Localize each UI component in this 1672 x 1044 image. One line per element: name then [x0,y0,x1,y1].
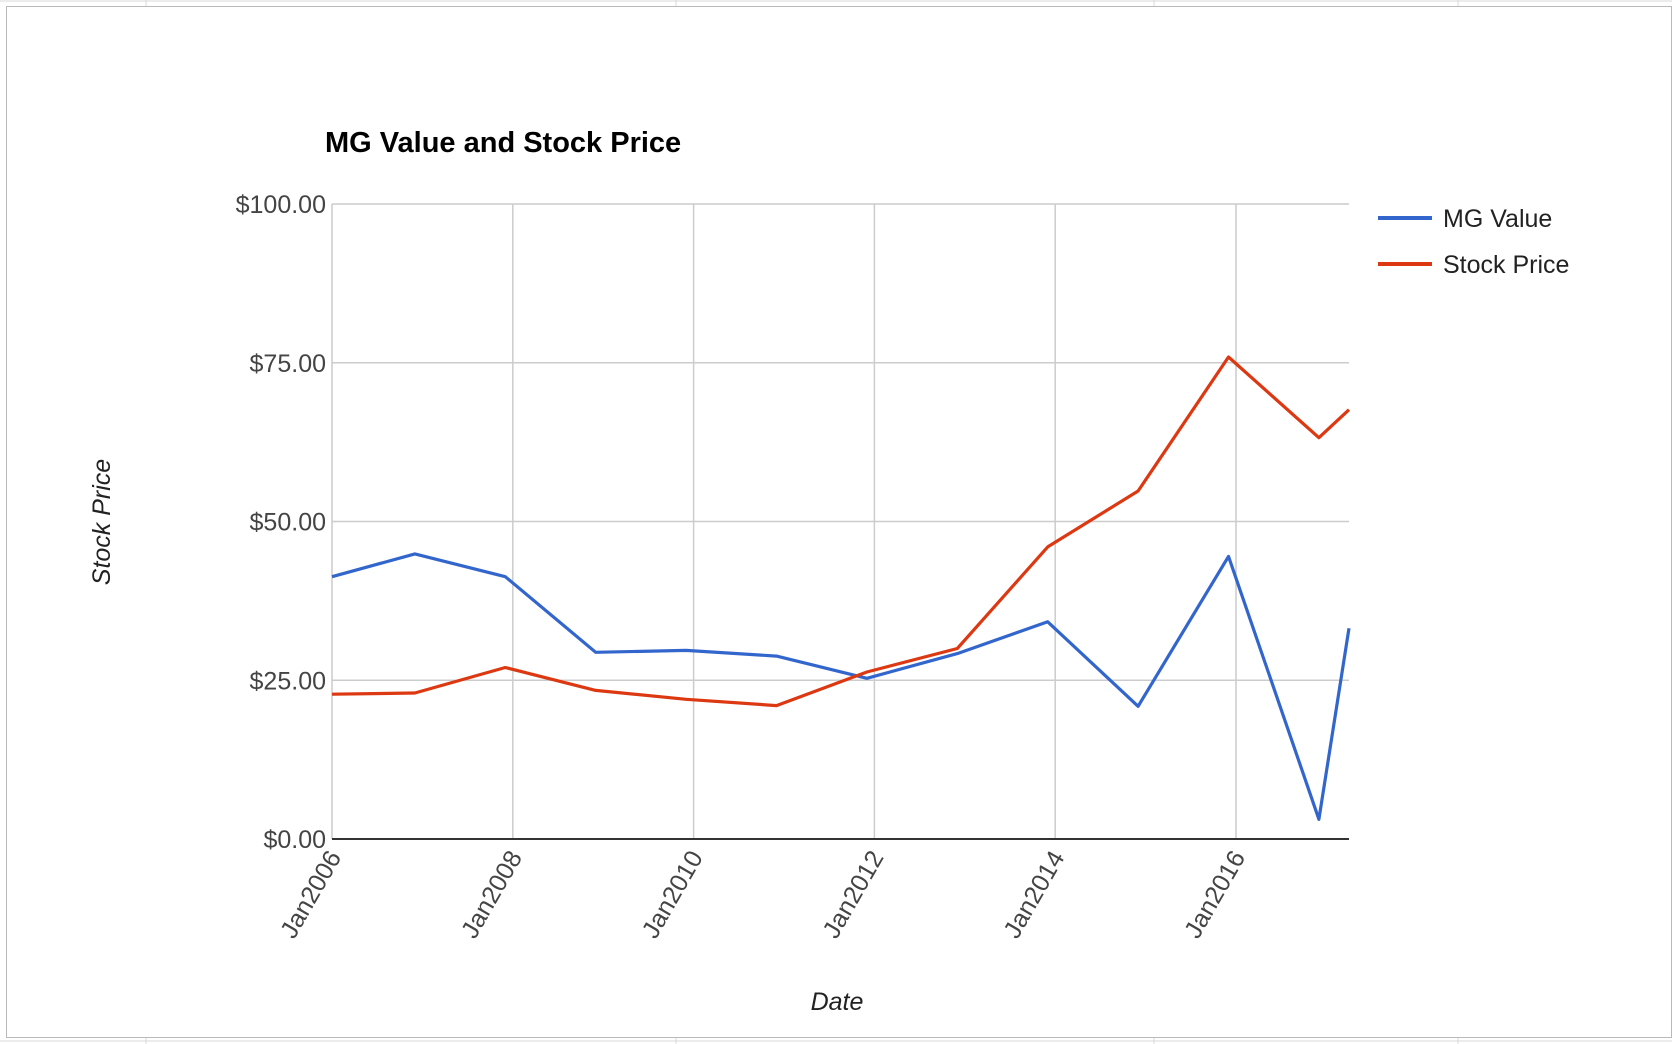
series-lines [331,355,1351,821]
plot-gridlines [331,203,1349,839]
legend-label-mg-value: MG Value [1443,205,1552,233]
y-tick-label: $0.00 [263,826,326,854]
x-axis-ticks: Jan2006 Jan2008 Jan2010 Jan2012 Jan2014 Jan20… [275,846,1251,943]
y-axis-ticks: $0.00 $25.00 $50.00 $75.00 $100.00 [236,191,326,854]
legend-label-stock-price: Stock Price [1443,251,1569,279]
x-tick-label: Jan2014 [998,846,1070,943]
x-axis-title: Date [811,988,864,1016]
y-tick-label: $100.00 [236,191,326,219]
x-tick-label: Jan2010 [637,846,709,943]
chart-legend[interactable]: MG Value Stock Price [1378,205,1569,279]
y-tick-label: $25.00 [250,667,326,695]
x-tick-label: Jan2006 [275,846,347,943]
y-tick-label: $75.00 [250,350,326,378]
x-tick-label: Jan2016 [1179,846,1251,943]
chart-title: MG Value and Stock Price [325,127,681,159]
series-line-stock-price[interactable] [331,355,1351,708]
y-tick-label: $50.00 [250,509,326,537]
y-axis-title: Stock Price [88,459,116,585]
series-line-mg-value[interactable] [331,552,1351,821]
x-tick-label: Jan2008 [456,846,528,943]
x-tick-label: Jan2012 [817,846,889,943]
